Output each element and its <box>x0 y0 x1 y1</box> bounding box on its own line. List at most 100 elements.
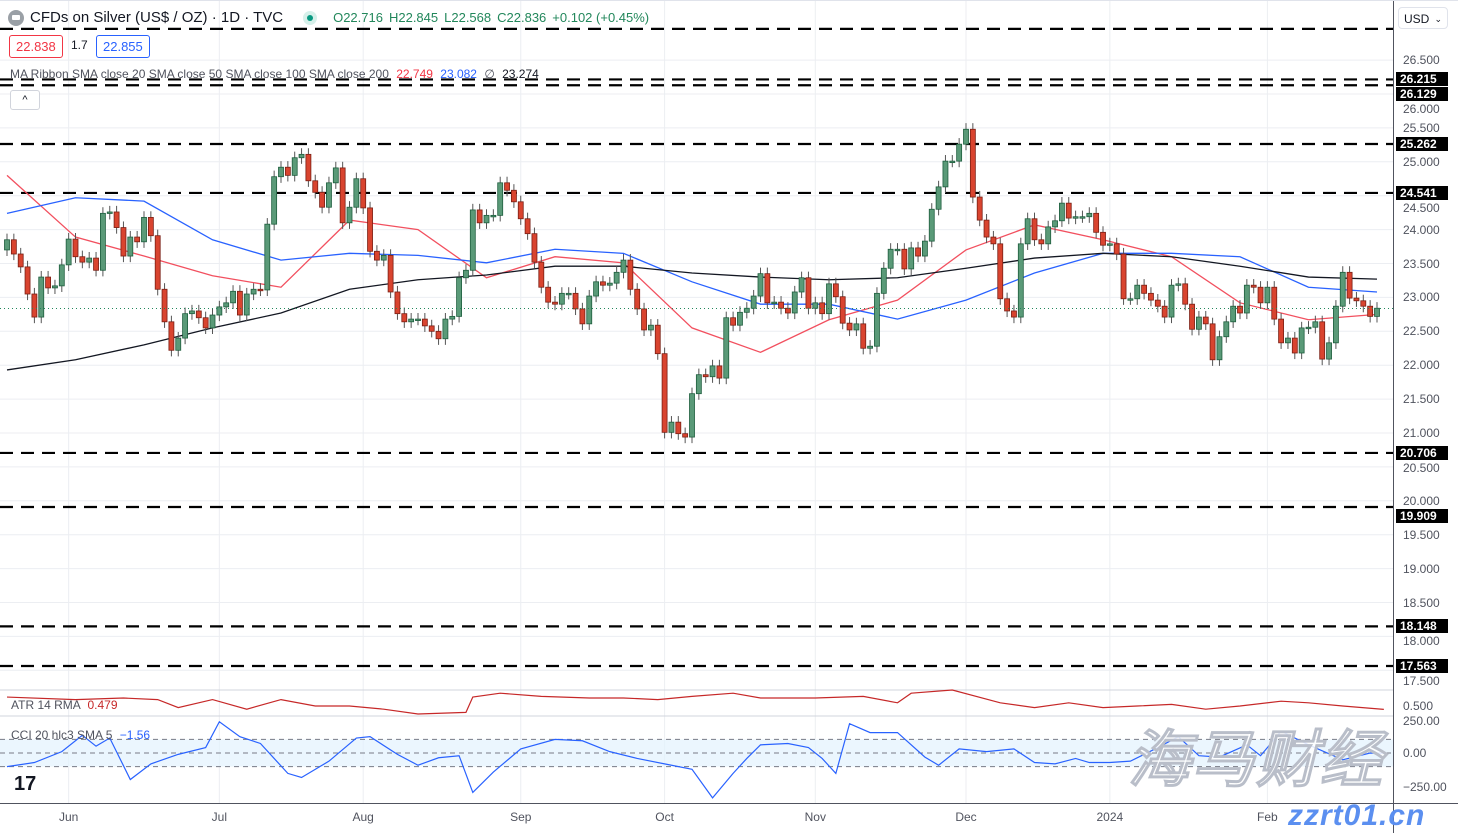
candle-down <box>202 317 209 329</box>
candle-down <box>552 301 558 305</box>
collapse-legend-button[interactable]: ^ <box>10 90 40 110</box>
candle-down <box>373 250 380 261</box>
low-value: L22.568 <box>444 10 492 25</box>
candle-up <box>189 310 195 315</box>
price-tick-label: 23.000 <box>1403 290 1440 304</box>
level-price-label: 26.129 <box>1396 87 1448 101</box>
candle-down <box>969 128 976 198</box>
candle-down <box>360 178 367 209</box>
candle-up <box>771 301 778 305</box>
candle-up <box>853 323 860 331</box>
symbol-header: CFDs on Silver (US$ / OZ) · 1D · TVC O22… <box>8 9 649 26</box>
buy-button[interactable]: 22.855 <box>96 35 150 58</box>
sma200-value: 23.274 <box>502 67 539 81</box>
cci-tick-label: 0.00 <box>1403 746 1427 760</box>
candle-down <box>257 288 264 292</box>
candle-down <box>990 236 997 245</box>
candle-down <box>319 191 326 208</box>
candle-down <box>572 292 579 310</box>
sma50-value: 23.082 <box>440 67 477 81</box>
price-tick-label: 25.000 <box>1403 155 1440 169</box>
cci-legend[interactable]: CCI 20 hlc3 SMA 5 −1.56 <box>11 728 150 742</box>
candle-up <box>894 248 901 252</box>
sma20-value: 22.749 <box>396 67 433 81</box>
candle-down <box>1237 305 1243 314</box>
candle-up <box>1017 243 1024 318</box>
candle-up <box>689 393 695 438</box>
candle-up <box>812 302 819 309</box>
candle-down <box>1182 283 1189 305</box>
candle-down <box>161 288 168 323</box>
candle-up <box>935 186 942 210</box>
candle-up <box>887 248 894 269</box>
time-axis-label: 2024 <box>1096 810 1124 824</box>
atr-legend[interactable]: ATR 14 RMA 0.479 <box>11 698 118 712</box>
candle-up <box>326 182 332 208</box>
cci-line <box>6 720 1384 799</box>
candle-down <box>510 189 517 203</box>
candle-up <box>264 223 271 291</box>
candle-down <box>147 216 154 237</box>
time-axis-label: Nov <box>804 810 826 824</box>
candle-down <box>1250 284 1257 288</box>
sell-button[interactable]: 22.838 <box>9 35 63 58</box>
level-price-label: 20.706 <box>1396 446 1448 460</box>
currency-select[interactable]: USD ⌄ <box>1398 7 1448 29</box>
spread-value: 1.7 <box>71 38 88 52</box>
candle-down <box>675 421 682 435</box>
cci-label: CCI 20 hlc3 SMA 5 <box>11 728 113 742</box>
candle-down <box>785 307 791 314</box>
candle-down <box>168 321 175 351</box>
tradingview-logo[interactable]: 17 <box>14 773 37 795</box>
market-status-icon[interactable] <box>303 10 318 25</box>
candle-down <box>1038 239 1045 245</box>
candle-up <box>230 290 236 304</box>
candle-down <box>387 254 394 293</box>
candle-down <box>1161 305 1168 318</box>
candle-up <box>243 293 250 316</box>
candle-up <box>52 285 58 289</box>
candle-down <box>524 218 531 235</box>
candle-down <box>1100 231 1106 246</box>
ma-line-sma-50 <box>6 197 1378 320</box>
candle-down <box>860 323 867 349</box>
candle-down <box>1148 292 1154 301</box>
candle-up <box>271 176 278 225</box>
candle-up <box>880 267 887 294</box>
price-tick-label: 24.500 <box>1403 201 1440 215</box>
candle-down <box>1004 298 1010 312</box>
cci-value: −1.56 <box>119 728 151 742</box>
candle-up <box>750 295 757 309</box>
candle-up <box>620 259 627 273</box>
price-tick-label: 23.500 <box>1403 257 1440 271</box>
level-price-label: 19.909 <box>1396 509 1448 523</box>
candle-up <box>695 374 702 395</box>
ma-line-sma-200 <box>6 252 1378 371</box>
candle-up <box>963 128 969 145</box>
candle-up <box>1086 212 1093 218</box>
candle-down <box>476 209 483 224</box>
atr-value: 0.479 <box>87 698 118 712</box>
candle-down <box>195 310 202 319</box>
candle-up <box>956 143 963 162</box>
atr-label: ATR 14 RMA <box>11 698 81 712</box>
candle-up <box>106 211 113 214</box>
candle-down <box>31 293 38 318</box>
candle-down <box>538 261 545 288</box>
candle-up <box>1223 321 1230 338</box>
candle-down <box>1189 303 1195 330</box>
candle-down <box>1031 218 1038 241</box>
ma-ribbon-legend[interactable]: MA Ribbon SMA close 20 SMA close 50 SMA … <box>10 67 543 81</box>
candle-down <box>1360 300 1367 307</box>
candle-up <box>1024 218 1031 245</box>
candle-up <box>709 365 716 378</box>
candle-down <box>401 313 408 323</box>
symbol-title[interactable]: CFDs on Silver (US$ / OZ) · 1D · TVC <box>30 9 284 26</box>
level-price-label: 25.262 <box>1396 137 1448 151</box>
candle-down <box>901 248 908 270</box>
candle-down <box>504 182 510 191</box>
change-value: +0.102 (+0.45%) <box>552 10 650 25</box>
time-axis-label: Oct <box>655 810 674 824</box>
candle-up <box>791 291 798 314</box>
